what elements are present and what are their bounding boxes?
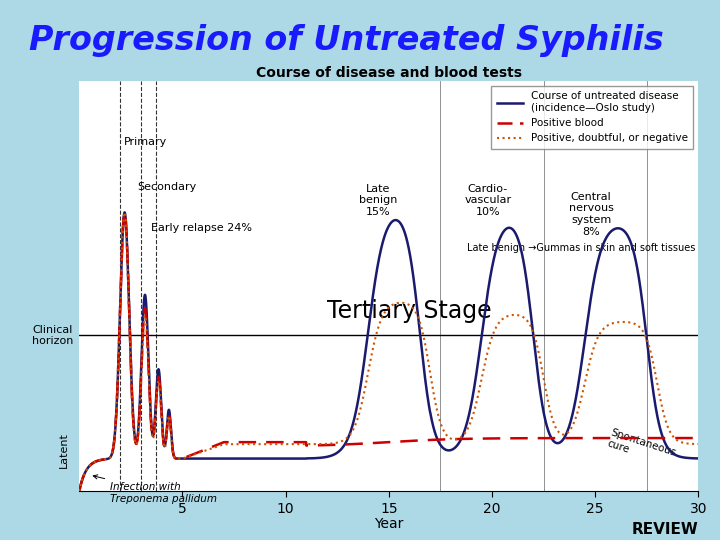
Text: Spontaneous
cure: Spontaneous cure [606, 428, 677, 469]
Text: Clinical
horizon: Clinical horizon [32, 325, 73, 346]
Text: Latent: Latent [59, 433, 69, 468]
Text: Early relapse 24%: Early relapse 24% [151, 223, 253, 233]
Text: Progression of Untreated Syphilis: Progression of Untreated Syphilis [29, 24, 664, 57]
Text: Tertiary Stage: Tertiary Stage [327, 299, 492, 323]
Text: Central
nervous
system
8%: Central nervous system 8% [569, 192, 613, 237]
Text: Secondary: Secondary [137, 182, 197, 192]
Text: Cardio-
vascular
10%: Cardio- vascular 10% [464, 184, 511, 217]
Text: Late
benign
15%: Late benign 15% [359, 184, 397, 217]
Title: Course of disease and blood tests: Course of disease and blood tests [256, 66, 522, 80]
Legend: Course of untreated disease
(incidence—Oslo study), Positive blood, Positive, do: Course of untreated disease (incidence—O… [491, 86, 693, 148]
Text: Late benign →Gummas in skin and soft tissues: Late benign →Gummas in skin and soft tis… [467, 243, 696, 253]
Text: Infection with
Treponema pallidum: Infection with Treponema pallidum [94, 475, 217, 504]
X-axis label: Year: Year [374, 517, 403, 531]
Text: Primary: Primary [124, 137, 167, 147]
Text: REVIEW: REVIEW [631, 522, 698, 537]
